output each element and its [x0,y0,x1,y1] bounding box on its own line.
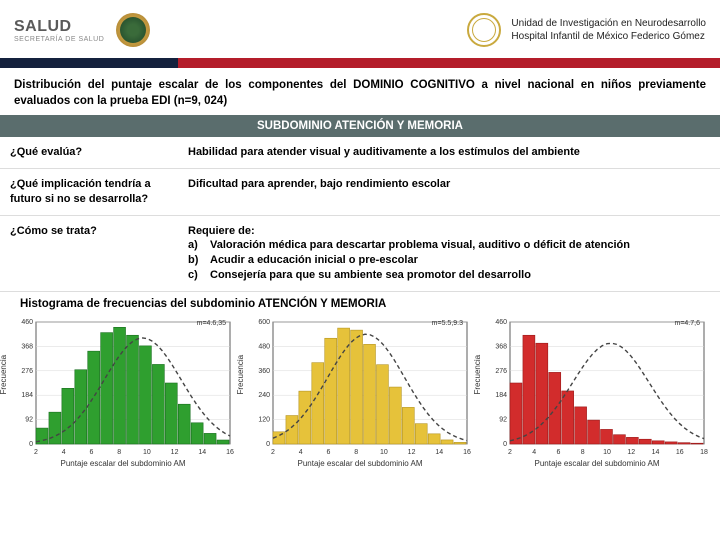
svg-text:4: 4 [532,449,536,456]
a1: Habilidad para atender visual y auditiva… [178,137,720,168]
bar-dark [0,58,178,68]
qa-table: ¿Qué evalúa? Habilidad para atender visu… [0,137,720,292]
q3: ¿Cómo se trata? [0,215,178,291]
svg-text:600: 600 [258,319,270,326]
svg-text:6: 6 [326,449,330,456]
chart-svg: 0 120 240 360 480 600 2 4 6 8 10 12 14 16 [247,314,473,466]
svg-text:184: 184 [495,392,507,399]
svg-text:12: 12 [408,449,416,456]
treat-a: a)Valoración médica para descartar probl… [188,238,710,253]
charts-row: 092184276368460246810121416FrecuenciaPun… [0,312,720,466]
svg-text:8: 8 [117,449,121,456]
chart-red: 09218427636846024681012141618FrecuenciaP… [484,314,710,466]
y-label: Frecuencia [473,355,482,395]
chart-svg: 0 92 184 276 368 460 2 4 6 8 10 12 14 16 [10,314,236,466]
svg-text:92: 92 [25,417,33,424]
svg-text:6: 6 [557,449,561,456]
color-bar [0,58,720,68]
treat-b: b)Acudir a educación inicial o pre-escol… [188,253,710,268]
chart-stats: m=4.6,35 [197,320,226,327]
treat-c: c)Consejería para que su ambiente sea pr… [188,268,710,283]
svg-text:16: 16 [676,449,684,456]
svg-text:14: 14 [198,449,206,456]
chart-stats: m=5.5,9.3 [432,320,463,327]
header-unit: Unidad de Investigación en Neurodesarrol… [511,17,706,43]
svg-text:240: 240 [258,392,270,399]
y-label: Frecuencia [236,355,245,395]
a1-text: Habilidad para atender visual y auditiva… [188,146,580,158]
svg-text:16: 16 [463,449,471,456]
svg-text:10: 10 [380,449,388,456]
svg-text:2: 2 [508,449,512,456]
mexico-emblem-icon [116,13,150,47]
hist-title: Histograma de frecuencias del subdominio… [0,292,720,312]
hospital-emblem-icon [467,13,501,47]
bar-red [178,58,720,68]
qa-row-3: ¿Cómo se trata? Requiere de: a)Valoració… [0,215,720,291]
y-label: Frecuencia [0,355,8,395]
svg-text:8: 8 [354,449,358,456]
logos-left: SALUD SECRETARÍA DE SALUD [14,13,150,47]
svg-text:10: 10 [603,449,611,456]
treat-a-text: Valoración médica para descartar problem… [210,239,630,251]
svg-text:6: 6 [89,449,93,456]
svg-text:2: 2 [271,449,275,456]
svg-text:480: 480 [258,343,270,350]
svg-text:360: 360 [258,368,270,375]
chart-stats: m=4.7,6 [675,320,701,327]
logo-salud: SALUD SECRETARÍA DE SALUD [14,18,104,43]
subdomain-bar: SUBDOMINIO ATENCIÓN Y MEMORIA [0,115,720,137]
svg-text:368: 368 [21,343,33,350]
treat-b-text: Acudir a educación inicial o pre-escolar [210,254,418,266]
x-label: Puntaje escalar del subdominio AM [10,459,236,468]
logo-salud-main: SALUD [14,18,72,36]
x-label: Puntaje escalar del subdominio AM [484,459,710,468]
header: SALUD SECRETARÍA DE SALUD Unidad de Inve… [0,0,720,58]
a2-text: Dificultad para aprender, bajo rendimien… [188,178,450,190]
treat-c-text: Consejería para que su ambiente sea prom… [210,269,531,281]
svg-text:4: 4 [299,449,303,456]
chart-green: 092184276368460246810121416FrecuenciaPun… [10,314,236,466]
svg-text:276: 276 [21,368,33,375]
svg-text:276: 276 [495,368,507,375]
a3: Requiere de: a)Valoración médica para de… [178,215,720,291]
svg-text:0: 0 [266,441,270,448]
svg-text:368: 368 [495,343,507,350]
svg-text:14: 14 [435,449,443,456]
svg-text:460: 460 [495,319,507,326]
logo-salud-sub: SECRETARÍA DE SALUD [14,36,104,43]
svg-text:16: 16 [226,449,234,456]
svg-text:10: 10 [143,449,151,456]
svg-text:14: 14 [652,449,660,456]
svg-text:0: 0 [503,441,507,448]
a3-intro: Requiere de: [188,225,255,237]
unit-line1: Unidad de Investigación en Neurodesarrol… [511,17,706,30]
svg-text:8: 8 [581,449,585,456]
svg-text:12: 12 [627,449,635,456]
qa-row-2: ¿Qué implicación tendría a futuro si no … [0,168,720,215]
unit-line2: Hospital Infantil de México Federico Góm… [511,30,706,43]
qa-row-1: ¿Qué evalúa? Habilidad para atender visu… [0,137,720,168]
a2: Dificultad para aprender, bajo rendimien… [178,168,720,215]
q2: ¿Qué implicación tendría a futuro si no … [0,168,178,215]
svg-text:2: 2 [34,449,38,456]
svg-text:0: 0 [29,441,33,448]
svg-text:12: 12 [171,449,179,456]
svg-text:184: 184 [21,392,33,399]
q1: ¿Qué evalúa? [0,137,178,168]
main-title: Distribución del puntaje escalar de los … [0,68,720,115]
chart-svg: 0 92 184 276 368 460 2 4 6 8 10 12 14 16 18 [484,314,710,466]
svg-text:460: 460 [21,319,33,326]
chart-yellow: 0120240360480600246810121416FrecuenciaPu… [247,314,473,466]
svg-text:4: 4 [62,449,66,456]
treat-list: a)Valoración médica para descartar probl… [188,238,710,283]
svg-text:92: 92 [499,417,507,424]
x-label: Puntaje escalar del subdominio AM [247,459,473,468]
svg-text:18: 18 [700,449,708,456]
svg-text:120: 120 [258,417,270,424]
